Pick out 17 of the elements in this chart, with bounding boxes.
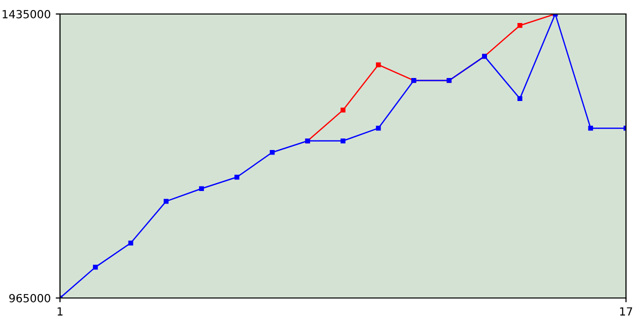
point [92,264,98,270]
point [517,23,522,28]
point [340,108,346,113]
point [588,126,594,131]
point [517,96,522,102]
point [270,150,275,155]
point [199,186,204,192]
x-tick-label: 1 [58,307,63,316]
point [164,198,169,204]
point [376,126,381,131]
y-tick-label: 1435000 [2,10,50,18]
point [340,138,346,144]
point [128,240,134,246]
point [376,62,381,68]
y-tick-label: 965000 [9,294,50,302]
x-tick-label: 17 [620,307,632,316]
point [234,174,240,180]
